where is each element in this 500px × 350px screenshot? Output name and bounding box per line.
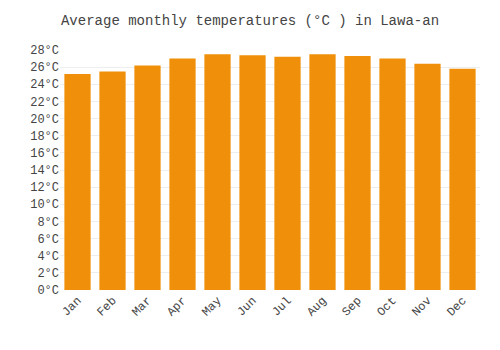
svg-text:Mar: Mar [129,294,154,319]
svg-text:24°C: 24°C [30,78,59,92]
svg-text:22°C: 22°C [30,96,59,110]
svg-text:10°C: 10°C [30,198,59,212]
svg-text:Jan: Jan [59,294,84,319]
svg-text:Aug: Aug [304,294,329,319]
svg-text:0°C: 0°C [37,284,59,298]
svg-text:May: May [199,294,224,319]
svg-text:Average monthly temperatures (: Average monthly temperatures (°C ) in La… [61,13,439,29]
svg-text:4°C: 4°C [37,250,59,264]
svg-text:Jun: Jun [234,294,259,319]
svg-text:20°C: 20°C [30,113,59,127]
svg-text:8°C: 8°C [37,216,59,230]
svg-text:Oct: Oct [374,294,399,319]
svg-text:18°C: 18°C [30,130,59,144]
svg-text:14°C: 14°C [30,164,59,178]
svg-text:Feb: Feb [94,294,119,319]
svg-text:Nov: Nov [409,294,434,319]
svg-text:6°C: 6°C [37,233,59,247]
svg-text:Dec: Dec [444,294,469,319]
svg-text:Sep: Sep [339,294,364,319]
svg-text:28°C: 28°C [30,44,59,58]
svg-text:26°C: 26°C [30,61,59,75]
svg-text:Jul: Jul [269,294,294,319]
svg-text:12°C: 12°C [30,181,59,195]
svg-text:2°C: 2°C [37,267,59,281]
svg-text:16°C: 16°C [30,147,59,161]
svg-text:Apr: Apr [164,294,189,319]
